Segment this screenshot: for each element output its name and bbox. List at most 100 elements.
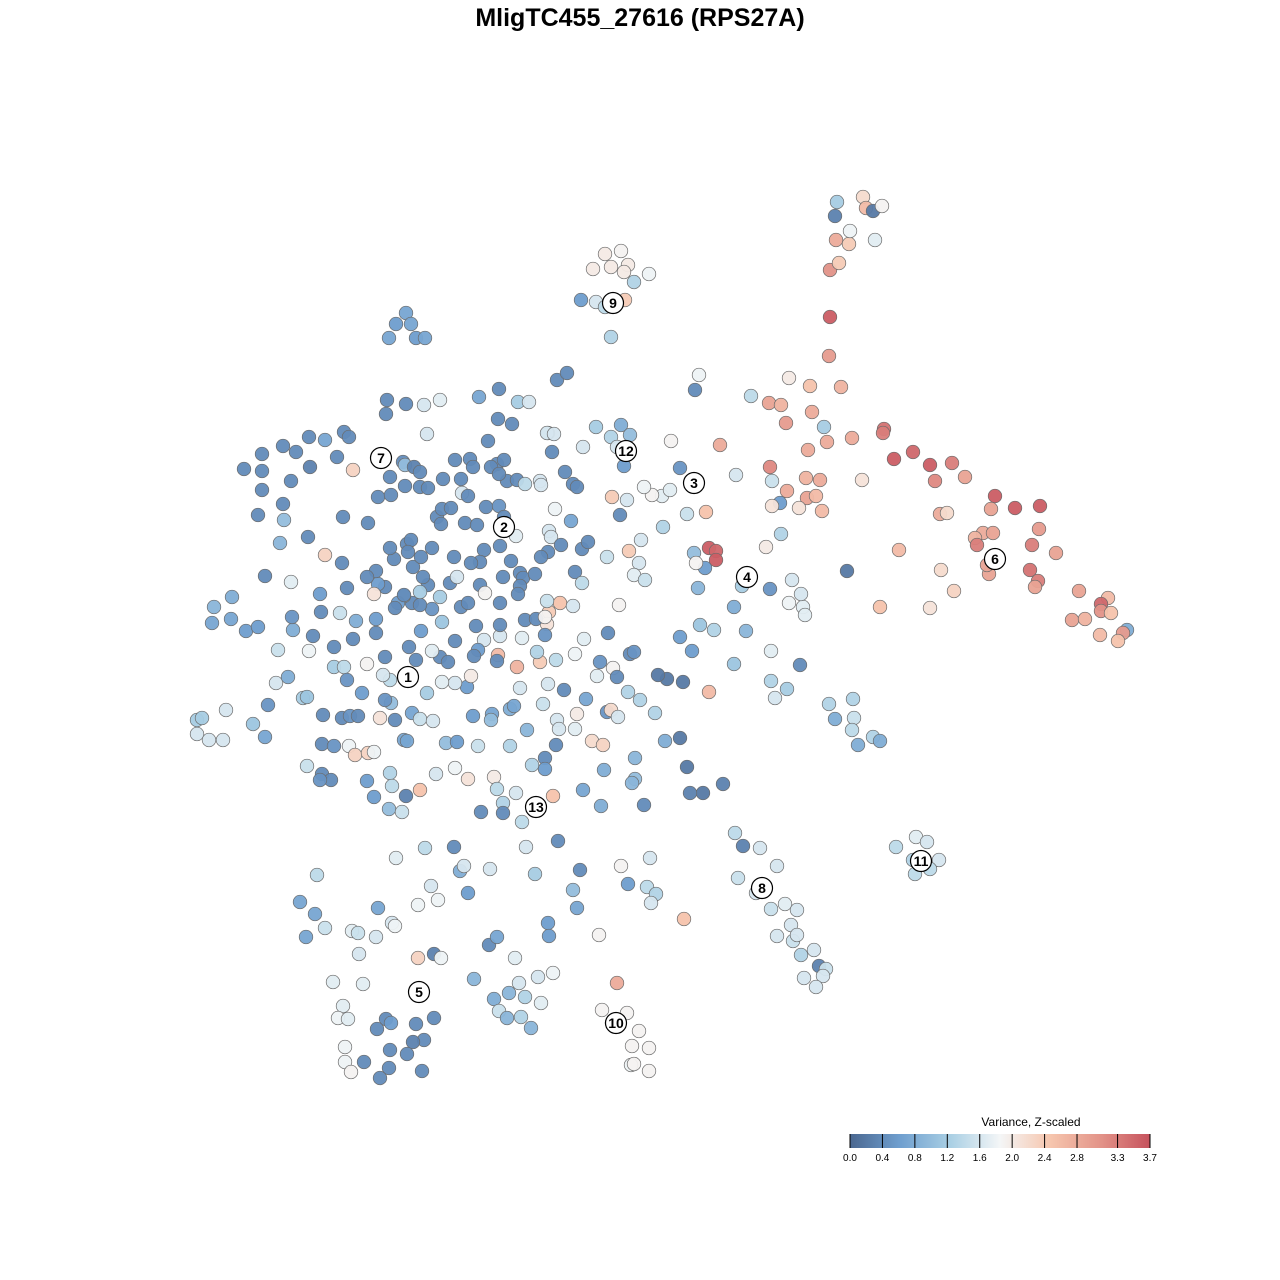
legend-tick-label: 3.3 (1111, 1153, 1125, 1164)
data-point (616, 264, 632, 280)
data-point (412, 584, 428, 600)
data-point (486, 991, 502, 1007)
data-point (1092, 627, 1108, 643)
data-point (490, 411, 506, 427)
data-point (806, 942, 822, 958)
data-point (1027, 579, 1043, 595)
svg-text:4: 4 (743, 569, 751, 585)
data-point (517, 476, 533, 492)
data-point (446, 839, 462, 855)
data-point (301, 429, 317, 445)
data-point (647, 705, 663, 721)
data-point (819, 434, 835, 450)
data-point (388, 850, 404, 866)
data-point (763, 901, 779, 917)
data-point (631, 555, 647, 571)
data-point (424, 540, 440, 556)
data-point (643, 895, 659, 911)
data-point (495, 569, 511, 585)
data-point (312, 586, 328, 602)
data-point (413, 623, 429, 639)
data-point (545, 965, 561, 981)
data-point (728, 467, 744, 483)
data-point (547, 501, 563, 517)
data-point (309, 867, 325, 883)
data-point (548, 737, 564, 753)
data-point (339, 580, 355, 596)
data-point (846, 710, 862, 726)
data-point (609, 669, 625, 685)
data-point (435, 471, 451, 487)
data-point (491, 466, 507, 482)
data-point (283, 574, 299, 590)
data-point (622, 427, 638, 443)
data-point (545, 788, 561, 804)
data-point (359, 773, 375, 789)
data-point (833, 379, 849, 395)
data-point (218, 702, 234, 718)
data-point (804, 404, 820, 420)
data-point (473, 804, 489, 820)
data-point (523, 1020, 539, 1036)
data-point (260, 697, 276, 713)
data-point (530, 969, 546, 985)
data-point (434, 614, 450, 630)
data-point (300, 529, 316, 545)
data-point (398, 396, 414, 412)
data-point (672, 730, 688, 746)
data-point (919, 834, 935, 850)
data-point (480, 433, 496, 449)
data-point (595, 737, 611, 753)
data-point (288, 444, 304, 460)
data-point (798, 470, 814, 486)
data-point (399, 733, 415, 749)
data-point (596, 762, 612, 778)
data-point (874, 198, 890, 214)
data-point (433, 516, 449, 532)
data-point (506, 698, 522, 714)
data-point (752, 840, 768, 856)
data-point (816, 419, 832, 435)
data-point (433, 950, 449, 966)
data-point (254, 482, 270, 498)
data-point (334, 555, 350, 571)
data-point (419, 426, 435, 442)
data-point (381, 1060, 397, 1076)
data-point (957, 469, 973, 485)
data-point (387, 600, 403, 616)
data-point (621, 543, 637, 559)
data-point (477, 585, 493, 601)
data-point (519, 722, 535, 738)
data-point (517, 989, 533, 1005)
data-point (416, 397, 432, 413)
data-point (738, 623, 754, 639)
data-point (580, 534, 596, 550)
data-point (382, 540, 398, 556)
data-point (1103, 605, 1119, 621)
data-point (548, 652, 564, 668)
data-point (743, 388, 759, 404)
data-point (985, 525, 1001, 541)
data-point (800, 442, 816, 458)
data-point (499, 1010, 515, 1026)
data-point (410, 950, 426, 966)
data-point (332, 605, 348, 621)
data-point (641, 266, 657, 282)
data-point (831, 255, 847, 271)
data-point (612, 507, 628, 523)
data-point (827, 711, 843, 727)
data-point (408, 1016, 424, 1032)
data-point (546, 426, 562, 442)
data-point (854, 472, 870, 488)
data-point (574, 575, 590, 591)
data-point (708, 552, 724, 568)
data-point (814, 503, 830, 519)
data-point (672, 629, 688, 645)
data-point (492, 617, 508, 633)
data-point (684, 643, 700, 659)
data-point (701, 684, 717, 700)
data-point (613, 858, 629, 874)
data-point (466, 971, 482, 987)
data-point (762, 581, 778, 597)
data-point (537, 609, 553, 625)
